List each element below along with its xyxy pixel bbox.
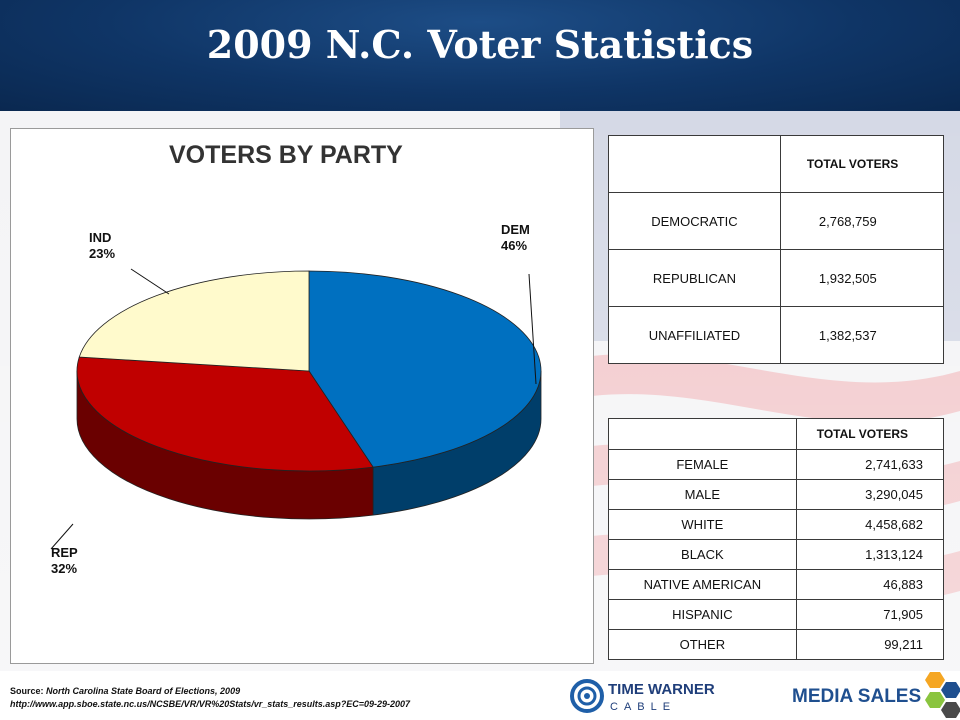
table-row: WHITE 4,458,682 xyxy=(608,509,945,540)
page-title: 2009 N.C. Voter Statistics xyxy=(206,22,754,67)
source-prefix: Source: xyxy=(10,686,44,696)
table-row: HISPANIC 71,905 xyxy=(608,599,945,630)
source-org: North Carolina State Board of Elections,… xyxy=(46,686,241,696)
pie-slice-dem xyxy=(308,270,542,468)
ind-label: IND 23% xyxy=(89,230,115,262)
table-row: BLACK 1,313,124 xyxy=(608,539,945,570)
pie-slice-rep xyxy=(76,356,374,472)
table-row: UNAFFILIATED 1,382,537 xyxy=(608,306,945,364)
row-value: 2,741,633 xyxy=(795,449,945,480)
party-table-header: TOTAL VOTERS xyxy=(779,135,945,193)
row-label: OTHER xyxy=(608,629,797,660)
party-table: TOTAL VOTERS DEMOCRATIC 2,768,759 REPUBL… xyxy=(608,135,945,364)
row-label: MALE xyxy=(608,479,797,510)
twc-line2: CABLE xyxy=(610,701,676,713)
source-url: http://www.app.sboe.state.nc.us/NCSBE/VR… xyxy=(10,699,411,709)
media-sales-logo: MEDIA SALES xyxy=(792,672,960,718)
row-value: 3,290,045 xyxy=(795,479,945,510)
row-value: 1,313,124 xyxy=(795,539,945,570)
chart-title: VOTERS BY PARTY xyxy=(169,141,403,169)
row-label: FEMALE xyxy=(608,449,797,480)
row-label: NATIVE AMERICAN xyxy=(608,569,797,600)
twc-line1: TIME WARNER xyxy=(608,681,715,698)
row-value: 1,382,537 xyxy=(779,306,945,364)
rep-label-name: REP xyxy=(51,545,78,560)
row-value: 71,905 xyxy=(795,599,945,630)
table-row: TOTAL VOTERS xyxy=(608,418,945,450)
table-row: FEMALE 2,741,633 xyxy=(608,449,945,480)
demographics-table-header: TOTAL VOTERS xyxy=(795,418,945,450)
source-note: Source: North Carolina State Board of El… xyxy=(10,685,480,711)
table-row: MALE 3,290,045 xyxy=(608,479,945,510)
rep-label: REP 32% xyxy=(51,545,78,577)
pie-chart-panel: VOTERS BY PARTY IND 23% DEM 46% REP 32% xyxy=(10,128,594,664)
rep-label-percent: 32% xyxy=(51,561,78,576)
table-cell xyxy=(608,135,781,193)
ind-leader-line xyxy=(130,268,170,295)
row-label: UNAFFILIATED xyxy=(608,306,781,364)
header-banner: 2009 N.C. Voter Statistics xyxy=(0,0,960,111)
dem-label-name: DEM xyxy=(501,222,530,237)
dem-label: DEM 46% xyxy=(501,222,530,254)
row-label: REPUBLICAN xyxy=(608,249,781,307)
row-value: 46,883 xyxy=(795,569,945,600)
time-warner-cable-logo: TIME WARNER CABLE xyxy=(570,679,715,713)
pie-chart xyxy=(50,268,542,550)
media-sales-text: MEDIA SALES xyxy=(792,686,921,707)
row-value: 99,211 xyxy=(795,629,945,660)
ind-label-name: IND xyxy=(89,230,112,245)
row-value: 4,458,682 xyxy=(795,509,945,540)
row-value: 2,768,759 xyxy=(779,192,945,250)
table-row: OTHER 99,211 xyxy=(608,629,945,660)
table-row: DEMOCRATIC 2,768,759 xyxy=(608,192,945,250)
table-cell xyxy=(608,418,797,450)
row-label: HISPANIC xyxy=(608,599,797,630)
row-label: BLACK xyxy=(608,539,797,570)
row-label: DEMOCRATIC xyxy=(608,192,781,250)
ind-label-percent: 23% xyxy=(89,246,116,261)
demographics-table: TOTAL VOTERS FEMALE 2,741,633 MALE 3,290… xyxy=(608,418,945,660)
dem-leader-line xyxy=(528,273,537,385)
table-row: TOTAL VOTERS xyxy=(608,135,945,193)
table-row: NATIVE AMERICAN 46,883 xyxy=(608,569,945,600)
rep-leader-line xyxy=(50,523,74,550)
row-label: WHITE xyxy=(608,509,797,540)
pie-slice-ind xyxy=(78,270,310,372)
table-row: REPUBLICAN 1,932,505 xyxy=(608,249,945,307)
row-value: 1,932,505 xyxy=(779,249,945,307)
dem-label-percent: 46% xyxy=(501,238,528,253)
